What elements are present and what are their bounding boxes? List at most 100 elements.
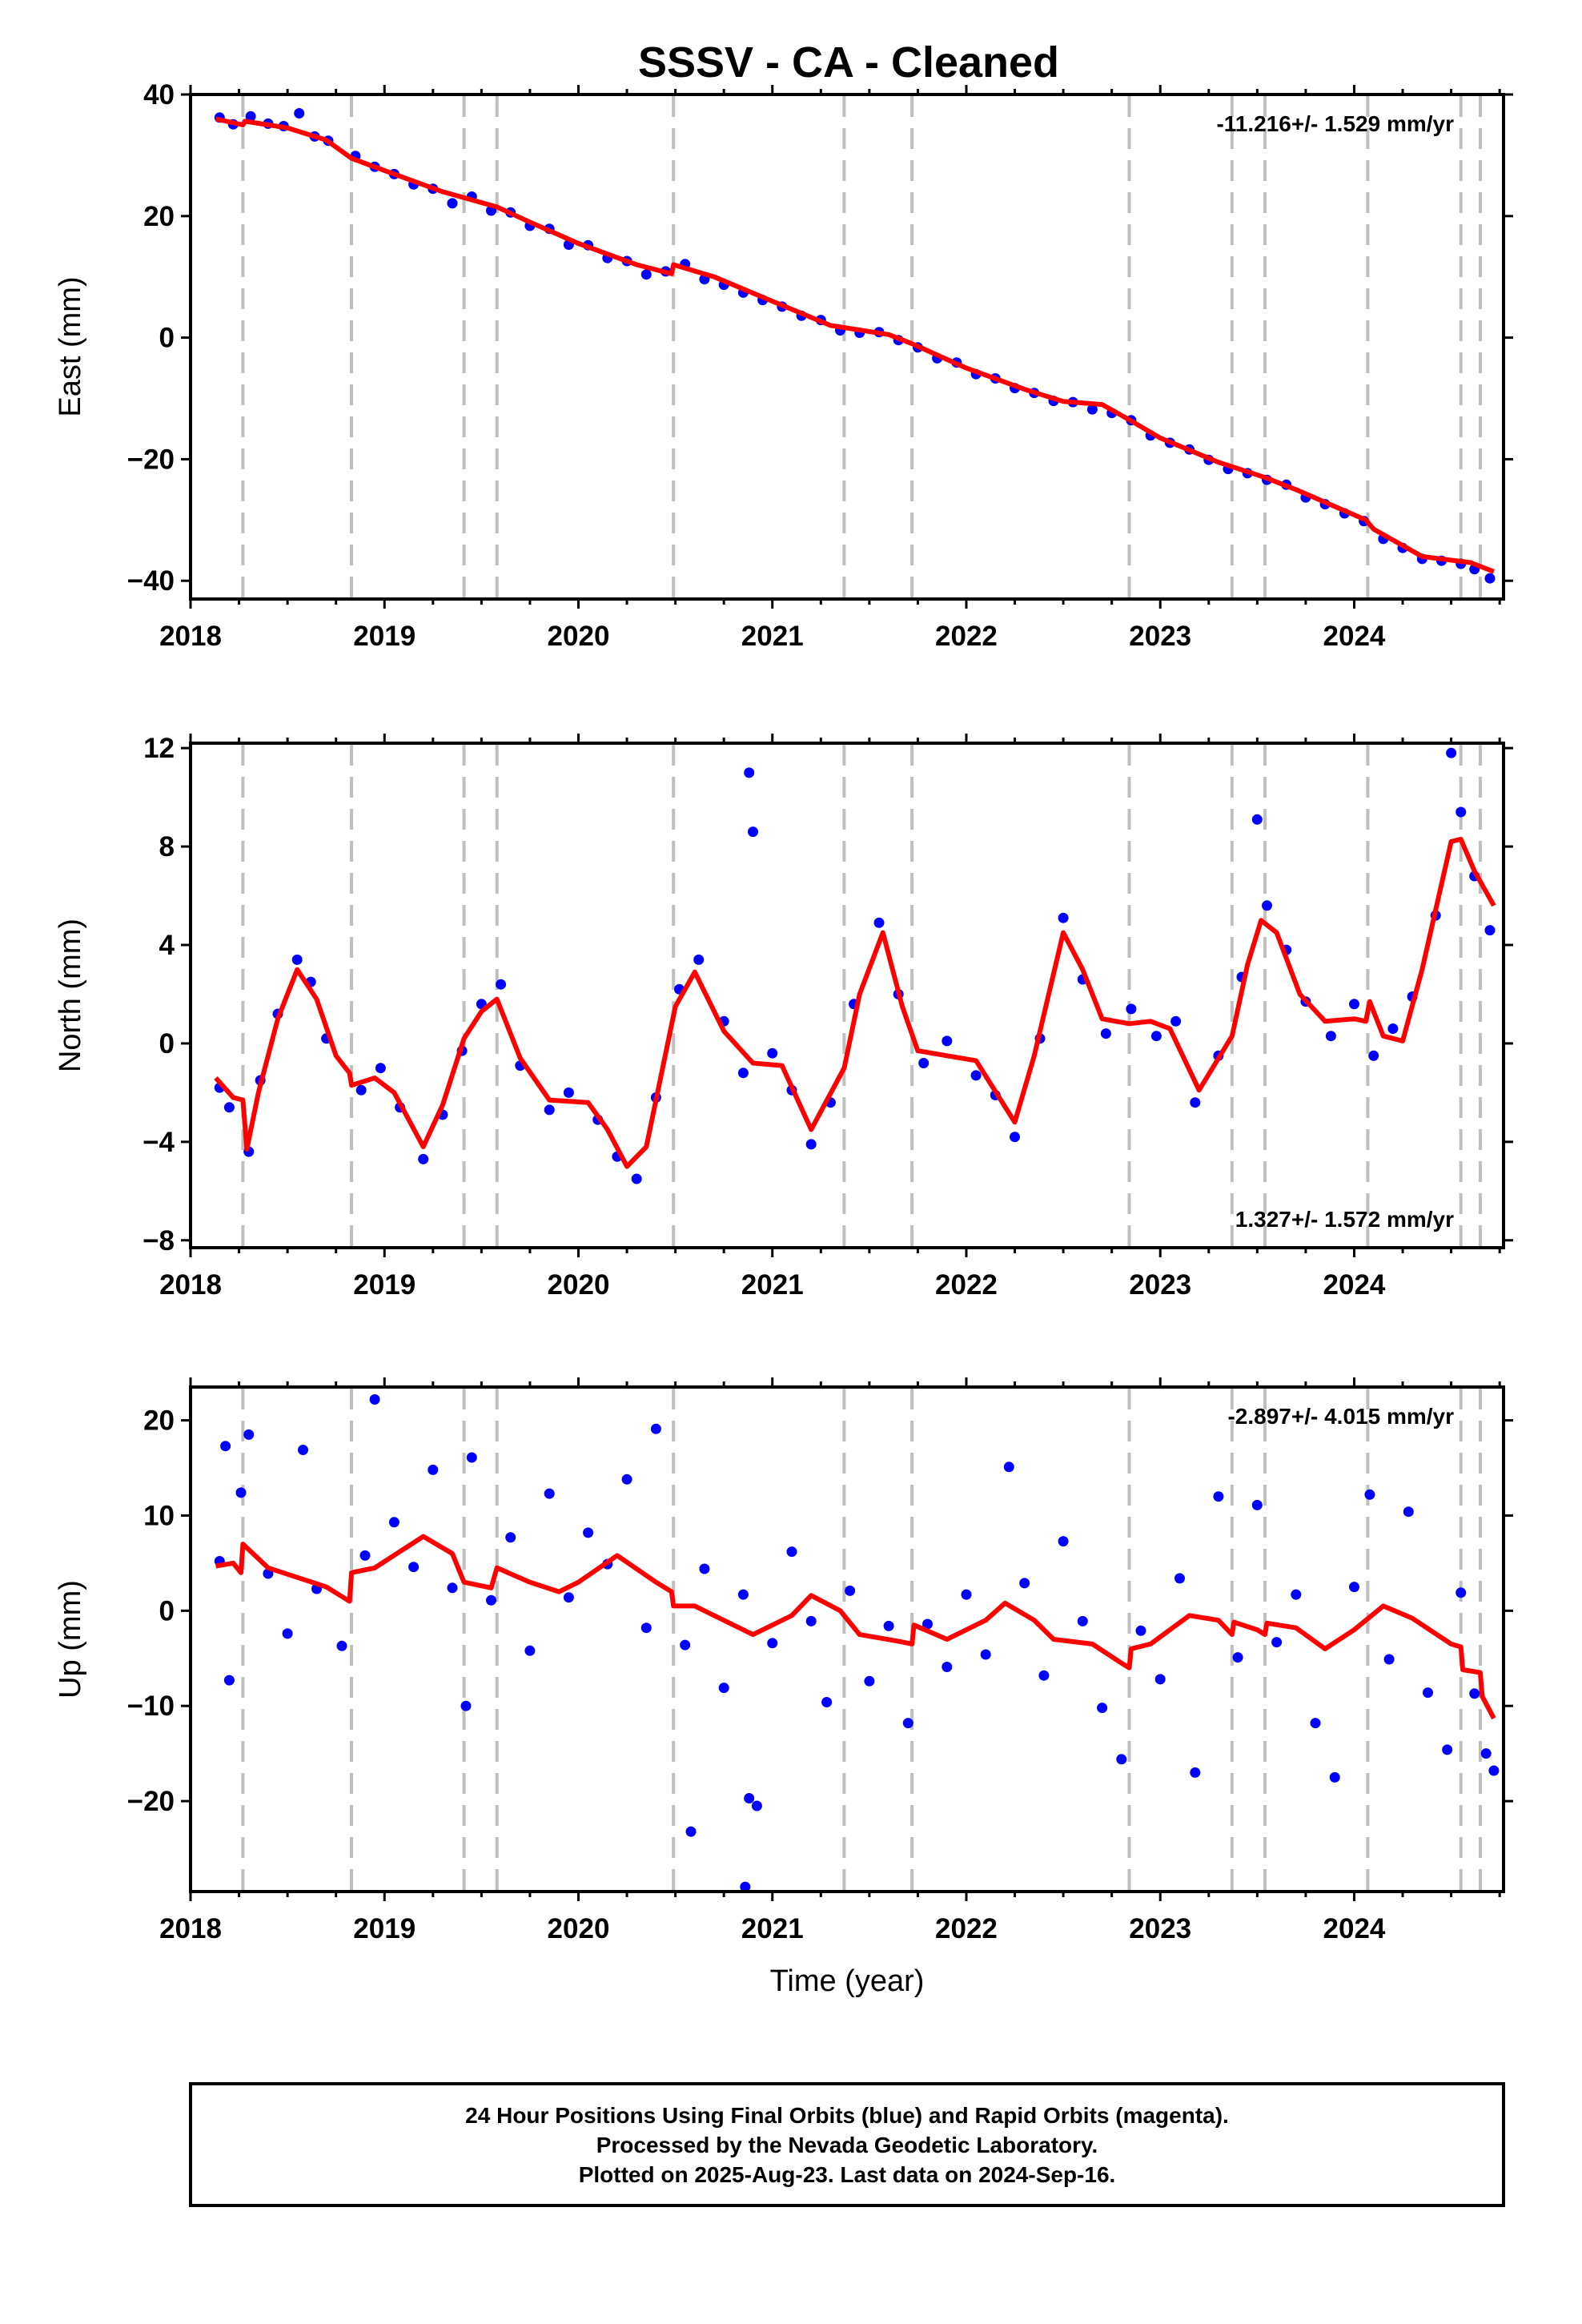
east-data-point-23 <box>640 269 652 280</box>
north-data-point-36 <box>918 1058 930 1068</box>
up-data-point-28 <box>680 1639 691 1651</box>
up-data-point-66 <box>1349 1582 1359 1593</box>
north-data-point-56 <box>1349 999 1359 1010</box>
up-data-point-36 <box>767 1638 778 1649</box>
up-data-point-58 <box>1190 1767 1201 1778</box>
up-x-tick-label-0: 2018 <box>159 1913 222 1944</box>
up-data-point-42 <box>883 1620 894 1631</box>
footer-line-3: Plotted on 2025-Aug-23. Last data on 202… <box>579 2162 1116 2187</box>
north-data-point-52 <box>1262 900 1272 911</box>
up-data-point-14 <box>428 1464 439 1475</box>
north-x-tick-label-0: 2018 <box>159 1269 222 1301</box>
up-data-point-38 <box>805 1615 817 1626</box>
north-y-tick-label-1: −4 <box>143 1127 175 1158</box>
up-panel: 2018 2019 2020 2021 2022 2023 2024 −20 −10 0 10 20 U… <box>54 1377 1513 1998</box>
north-x-tick-label-3: 2021 <box>741 1269 804 1301</box>
up-data-point-35 <box>740 1881 751 1892</box>
up-data-point-3 <box>235 1487 247 1498</box>
up-data-point-54 <box>1116 1754 1127 1765</box>
north-data-point-26 <box>737 1068 749 1079</box>
up-data-point-74 <box>1480 1748 1492 1759</box>
north-x-tick-label-2: 2020 <box>548 1269 610 1301</box>
up-x-tick-label-4: 2022 <box>935 1913 998 1944</box>
up-data-point-59 <box>1213 1491 1224 1502</box>
north-data-point-64 <box>1484 925 1496 936</box>
up-x-axis-label: Time (year) <box>770 1964 925 1998</box>
north-data-point-21 <box>631 1173 642 1184</box>
up-data-point-46 <box>961 1589 972 1600</box>
north-data-point-15 <box>496 979 507 990</box>
north-data-point-45 <box>1126 1003 1137 1015</box>
east-data-point-5 <box>294 108 305 119</box>
up-x-tick-label-1: 2019 <box>353 1913 416 1944</box>
up-x-tick-label-3: 2021 <box>741 1913 804 1944</box>
up-data-point-12 <box>388 1517 400 1528</box>
up-data-point-26 <box>640 1622 652 1634</box>
up-y-tick-label-3: 10 <box>143 1500 175 1531</box>
up-model-line <box>215 1534 1496 1720</box>
up-data-point-55 <box>1135 1625 1146 1636</box>
up-data-point-21 <box>544 1488 555 1499</box>
north-data-point-29 <box>767 1047 778 1059</box>
north-data-point-57 <box>1368 1050 1379 1061</box>
up-data-point-6 <box>282 1628 293 1639</box>
up-data-point-56 <box>1154 1674 1166 1685</box>
north-data-point-5 <box>291 954 303 965</box>
up-data-point-65 <box>1329 1771 1340 1783</box>
up-data-point-10 <box>359 1550 371 1561</box>
north-data-point-37 <box>942 1035 953 1047</box>
up-data-point-41 <box>864 1675 875 1687</box>
up-data-point-29 <box>685 1826 697 1837</box>
up-data-point-18 <box>486 1594 496 1606</box>
up-data-point-1 <box>220 1441 231 1452</box>
up-data-point-63 <box>1291 1589 1302 1600</box>
up-x-tick-label-5: 2023 <box>1129 1913 1191 1944</box>
north-data-point-11 <box>418 1153 429 1164</box>
east-y-tick-label-3: 20 <box>143 201 175 232</box>
up-data-point-64 <box>1310 1718 1321 1729</box>
up-data-point-11 <box>369 1394 380 1405</box>
north-data-point-44 <box>1100 1028 1111 1039</box>
up-data-point-15 <box>447 1582 458 1594</box>
up-data-point-44 <box>922 1618 933 1630</box>
up-data-point-37 <box>786 1546 797 1558</box>
east-x-tick-label-4: 2022 <box>935 621 998 652</box>
north-data-point-28 <box>748 826 758 838</box>
north-data-point-1 <box>223 1102 235 1113</box>
up-data-point-57 <box>1174 1573 1185 1584</box>
up-data-point-43 <box>902 1718 913 1729</box>
east-plot-frame <box>189 93 1505 601</box>
north-data-point-17 <box>544 1104 555 1116</box>
north-data-point-40 <box>1010 1132 1020 1143</box>
east-model-line <box>215 116 1495 574</box>
north-y-tick-label-2: 0 <box>159 1028 175 1059</box>
east-x-tick-label-3: 2021 <box>741 621 804 652</box>
up-data-point-49 <box>1019 1578 1030 1589</box>
footer-frame <box>189 2082 1505 2207</box>
east-y-tick-label-0: −40 <box>127 565 175 597</box>
north-y-tick-label-0: −8 <box>143 1225 175 1256</box>
up-data-point-2 <box>223 1675 235 1686</box>
north-data-point-47 <box>1170 1015 1182 1027</box>
up-data-point-62 <box>1271 1637 1283 1648</box>
up-data-point-39 <box>821 1697 833 1707</box>
up-data-point-27 <box>650 1423 661 1434</box>
east-rate-label: -11.216+/- 1.529 mm/yr <box>1216 111 1454 136</box>
up-data-point-23 <box>583 1527 594 1538</box>
north-x-tick-label-4: 2022 <box>935 1269 998 1301</box>
north-data-point-61 <box>1446 747 1457 758</box>
up-y-tick-label-2: 0 <box>159 1595 175 1626</box>
up-data-point-50 <box>1038 1670 1050 1681</box>
up-data-point-71 <box>1442 1744 1453 1755</box>
up-data-point-67 <box>1364 1489 1375 1500</box>
north-x-tick-label-5: 2023 <box>1129 1269 1191 1301</box>
up-data-point-16 <box>466 1452 477 1463</box>
up-data-point-20 <box>524 1645 536 1656</box>
up-data-point-31 <box>718 1683 729 1694</box>
east-x-tick-label-5: 2023 <box>1129 621 1191 652</box>
up-data-point-52 <box>1077 1615 1088 1626</box>
up-data-point-61 <box>1251 1499 1263 1510</box>
footer-box: 24 Hour Positions Using Final Orbits (bl… <box>189 2082 1505 2207</box>
north-data-point-58 <box>1387 1023 1399 1034</box>
